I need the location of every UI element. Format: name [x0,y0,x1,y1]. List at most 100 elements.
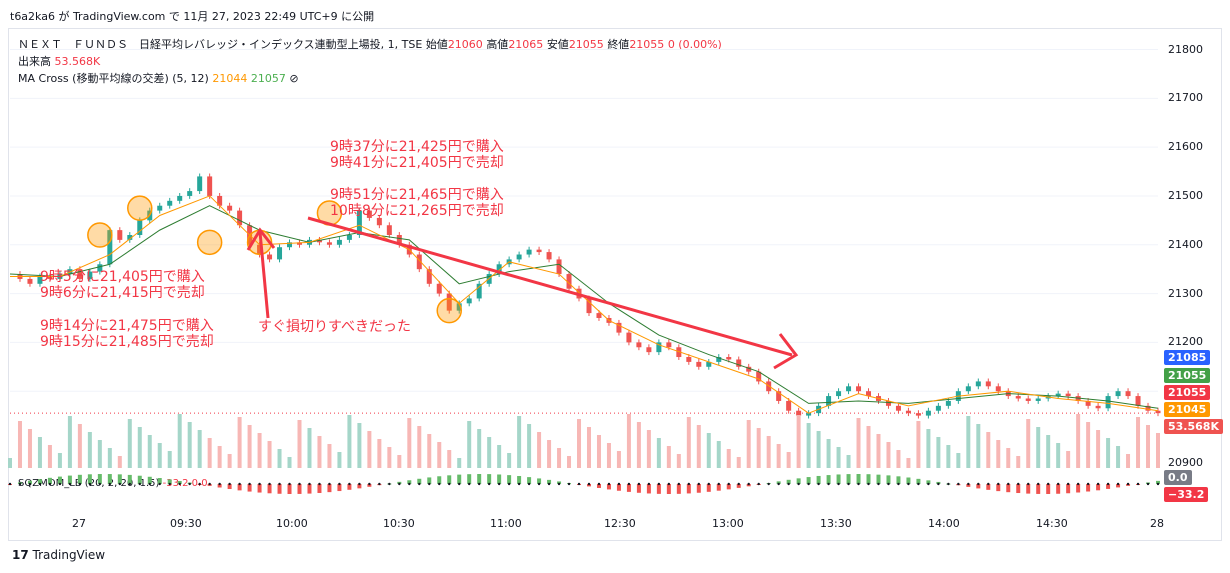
candle-body [316,239,322,243]
squeeze-dot [268,482,271,486]
squeeze-dot [228,482,231,486]
volume-bar [487,437,492,468]
volume-bar [716,441,721,468]
candle-body [756,371,762,382]
candle-body [1035,398,1041,401]
candle-body [736,359,742,367]
squeeze-dot [567,482,571,486]
squeeze-dot [38,482,42,486]
volume-bar [586,427,591,468]
volume-bar [616,451,621,468]
squeeze-dot [48,482,52,486]
squeeze-dot [857,482,860,486]
squeeze-dot [997,482,1000,486]
squeeze-dot [717,482,720,486]
x-tick-label: 14:00 [928,517,960,530]
high-label: 高値 [486,38,509,51]
candle-body [786,400,792,411]
candle-body [915,413,921,416]
volume-bar [856,418,861,468]
annotation-trade-4: 9時51分に21,465円で購入 10時8分に21,265円で売却 [330,187,504,219]
volume-bar [97,440,102,468]
squeeze-dot [977,482,980,486]
squeeze-bar [517,476,522,484]
squeeze-bar [906,477,911,484]
squeeze-dot [477,482,481,486]
candle-body [296,242,302,245]
squeeze-dot [807,482,810,486]
trade-circle [196,229,223,256]
squeeze-bar [1036,484,1041,494]
tradingview-logo[interactable]: 17 TradingView [12,548,106,562]
candle-body [616,322,622,333]
squeeze-dot [517,482,521,486]
squeeze-dot [1066,482,1070,486]
volume-bar [287,457,292,468]
candle-body [396,235,402,245]
candle-body [516,254,522,260]
candle-body [596,313,602,318]
candle-body [277,247,283,260]
candle-body [1065,393,1071,397]
squeeze-bar [916,478,921,484]
volume-bar [317,436,322,468]
price-badge: 21045 [1164,402,1211,417]
volume-bar [696,425,701,468]
squeeze-bar [487,474,492,484]
squeeze-dot [507,482,511,486]
squeeze-bar [706,484,711,492]
candle-body [436,283,442,294]
volume-bar [1076,414,1081,468]
candle-body [546,252,552,260]
candle-body [87,271,93,279]
volume-bar [427,434,432,468]
squeeze-dot [58,482,62,486]
squeeze-dot [837,482,840,486]
squeeze-bar [307,484,312,494]
squeeze-dot [827,482,830,486]
squeeze-dot [408,482,411,486]
volume-bar [926,429,931,468]
candle-body [696,361,702,367]
low-label: 安値 [546,38,569,51]
sqz-badge: −33.2 [1164,487,1209,502]
squeeze-bar [477,474,482,484]
squeeze-dot [108,482,112,486]
x-tick-label: 28 [1150,517,1164,530]
squeeze-dot [398,482,401,486]
price-badge: 53.568K [1164,419,1223,434]
y-tick-label: 21700 [1168,91,1203,105]
squeeze-bar [1076,484,1081,493]
ma-legend[interactable]: MA Cross (移動平均線の交差) (5, 12) 21044 21057 … [18,70,299,86]
volume-bar [107,448,112,468]
squeeze-bar [806,477,811,484]
squeeze-dot [368,482,371,486]
x-tick-label: 10:30 [383,517,415,530]
squeeze-bar [596,484,601,488]
squeeze-dot [468,482,471,486]
squeeze-bar [237,484,242,491]
squeeze-dot [907,482,910,486]
squeeze-bar [1066,484,1071,494]
squeeze-bar [37,479,42,484]
candle-body [37,276,43,284]
squeeze-bar [926,480,931,484]
candle-body [646,347,652,353]
squeeze-dot [987,482,990,486]
volume-bar [946,445,951,468]
volume-bar [916,421,921,468]
change-value: 0 (0.00%) [667,38,722,51]
candle-body [227,205,233,211]
squeeze-dot [917,482,920,486]
candle-body [796,410,802,416]
volume-bar [137,427,142,468]
squeeze-dot [617,482,621,486]
squeeze-bar [1156,480,1160,484]
squeeze-dot [967,482,970,486]
squeeze-dot [637,482,641,486]
hidden-icon[interactable]: ⊘ [289,72,299,85]
squeeze-bar [1016,484,1021,494]
volume-bar [347,415,352,468]
candle-body [426,269,432,284]
